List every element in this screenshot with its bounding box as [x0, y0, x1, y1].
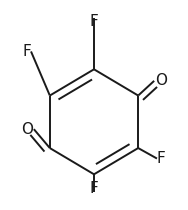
Text: F: F [157, 151, 166, 166]
Text: O: O [155, 73, 167, 88]
Text: F: F [90, 14, 98, 29]
Text: F: F [90, 181, 98, 196]
Text: F: F [22, 44, 31, 59]
Text: O: O [21, 122, 33, 137]
